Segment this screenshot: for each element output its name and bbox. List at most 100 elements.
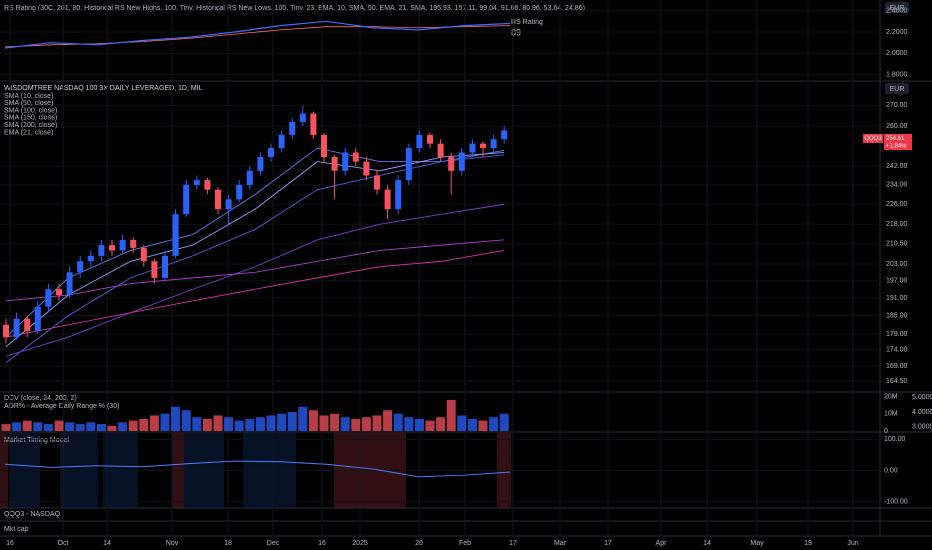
axis-label: 169.00 bbox=[886, 363, 908, 370]
volume-bar bbox=[425, 420, 435, 431]
time-label: 14 bbox=[703, 540, 711, 547]
axis-label: 20M bbox=[884, 393, 898, 400]
last-price: 254.61 bbox=[886, 136, 905, 142]
axis-label: 197.00 bbox=[886, 278, 908, 285]
axis-label: 3.0000 bbox=[912, 423, 932, 430]
candle-body bbox=[395, 180, 402, 210]
time-label: Oct bbox=[58, 540, 69, 547]
legend-entry: SMA (100, close) bbox=[4, 107, 57, 114]
volume-bar bbox=[139, 418, 149, 431]
candle-body bbox=[236, 184, 243, 200]
candle-body bbox=[13, 318, 20, 338]
volume-bar bbox=[54, 420, 64, 431]
volume-bar bbox=[414, 418, 424, 431]
candle-body bbox=[3, 324, 9, 338]
candle-body bbox=[416, 134, 423, 149]
candle-body bbox=[310, 113, 317, 135]
candle-body bbox=[278, 134, 285, 149]
currency-box[interactable] bbox=[885, 2, 909, 13]
moving-average bbox=[5, 203, 505, 357]
candle-body bbox=[77, 261, 84, 273]
candle-body bbox=[246, 170, 253, 185]
candle-body bbox=[289, 121, 296, 135]
candle-body bbox=[352, 152, 359, 162]
volume-bar bbox=[393, 413, 403, 431]
candle-body bbox=[183, 184, 190, 215]
candle-body bbox=[384, 189, 391, 210]
volume-bar bbox=[12, 422, 22, 431]
footer-mktcap: Mkt cap bbox=[4, 526, 29, 533]
volume-bar bbox=[213, 415, 223, 431]
axis-label: 242.00 bbox=[886, 163, 908, 170]
time-label: 18 bbox=[224, 540, 232, 547]
volume-bar bbox=[75, 424, 85, 431]
volume-bar bbox=[319, 415, 329, 431]
volume-bar bbox=[340, 417, 350, 431]
axis-label: 4.0000 bbox=[912, 409, 932, 416]
symbol-tag-text: QQQ3 bbox=[864, 136, 882, 142]
candle-body bbox=[225, 199, 232, 210]
volume-bar bbox=[33, 422, 43, 431]
volume-bar bbox=[457, 415, 467, 431]
candle-body bbox=[501, 130, 508, 140]
axis-label: 0 bbox=[884, 428, 888, 435]
timing-line bbox=[4, 460, 511, 478]
volume-bar bbox=[96, 424, 106, 431]
currency[interactable]: EUR bbox=[890, 86, 905, 93]
time-label: 19 bbox=[804, 540, 812, 547]
volume-bar bbox=[128, 420, 138, 431]
volume-bar bbox=[308, 410, 318, 431]
time-label: 14 bbox=[103, 540, 111, 547]
axis-label: 2.4000 bbox=[886, 8, 908, 15]
candle-body bbox=[140, 247, 147, 262]
symbol-tag bbox=[863, 134, 883, 143]
candle-body bbox=[172, 214, 179, 256]
volume-bar bbox=[351, 418, 361, 431]
volume-bar bbox=[1, 424, 11, 431]
candle-body bbox=[151, 261, 158, 278]
time-label: Nov bbox=[166, 540, 179, 547]
legend-entry: EMA (21, close) bbox=[4, 129, 53, 136]
time-label: Mar bbox=[554, 540, 567, 547]
main-title: WISDOMTREE NASDAQ 100 3X DAILY LEVERAGED… bbox=[4, 85, 203, 92]
axis-label: 100.00 bbox=[884, 436, 906, 443]
volume-bar bbox=[160, 413, 170, 431]
volume-bar bbox=[330, 413, 340, 431]
volume-bar bbox=[436, 417, 446, 431]
candle-body bbox=[299, 113, 306, 122]
price-change: +1.84% bbox=[886, 144, 907, 150]
candle-body bbox=[448, 157, 455, 171]
volume-bar bbox=[372, 415, 382, 431]
candle-body bbox=[405, 148, 412, 181]
time-label: Dec bbox=[267, 540, 280, 547]
candle-body bbox=[215, 189, 221, 210]
time-label: Feb bbox=[459, 540, 471, 547]
volume-bar bbox=[86, 422, 96, 431]
currency[interactable]: EUR bbox=[890, 5, 905, 12]
volume-bar bbox=[43, 424, 53, 431]
candle-body bbox=[162, 255, 168, 278]
axis-label: -100.00 bbox=[884, 499, 908, 506]
axis-label: 1.8000 bbox=[886, 72, 908, 79]
volume-bar bbox=[361, 417, 371, 431]
axis-label: 210.50 bbox=[886, 241, 908, 248]
candle-body bbox=[363, 161, 370, 176]
volume-bar bbox=[467, 418, 477, 431]
volume-bar bbox=[171, 406, 181, 431]
time-label: May bbox=[750, 540, 764, 547]
candle-body bbox=[24, 318, 31, 331]
time-label: 16 bbox=[6, 540, 14, 547]
legend-entry: SMA (200, close) bbox=[4, 122, 57, 129]
volume-bar bbox=[192, 417, 202, 431]
volume-bar bbox=[266, 415, 276, 431]
axis-label: 203.00 bbox=[886, 261, 908, 268]
volume-label: DCV (close, 24, 200, 2) bbox=[4, 395, 77, 402]
candle-body bbox=[321, 134, 327, 158]
axis-label: 10M bbox=[884, 411, 898, 418]
candle-body bbox=[34, 306, 41, 331]
currency-box[interactable] bbox=[885, 83, 909, 94]
axis-label: 234.00 bbox=[886, 182, 908, 189]
candle-body bbox=[204, 180, 211, 190]
candle-body bbox=[66, 272, 73, 296]
